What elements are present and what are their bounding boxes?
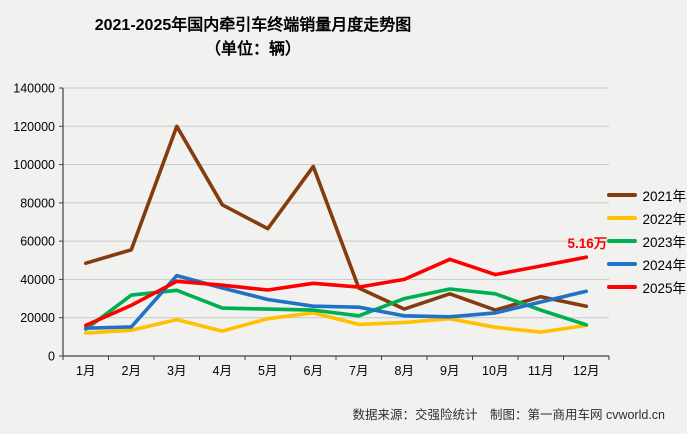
chart-title-line1: 2021-2025年国内牵引车终端销量月度走势图	[94, 17, 412, 34]
x-axis-tick-label: 6月	[304, 364, 323, 378]
y-axis-tick-label: 100000	[13, 158, 55, 172]
legend-label: 2022年	[642, 211, 686, 227]
series-line-2022年	[84, 311, 589, 335]
chart-legend: 2021年 2022年 2023年 2024年 2025年	[607, 183, 686, 298]
legend-swatch-icon	[607, 261, 638, 266]
chart-title: 2021-2025年国内牵引车终端销量月度走势图 （单位：辆）	[0, 14, 506, 62]
x-axis-tick-label: 11月	[528, 364, 553, 378]
legend-label: 2021年	[642, 188, 686, 204]
x-axis-tick-label: 10月	[482, 364, 508, 378]
legend-swatch-icon	[607, 192, 638, 197]
legend-item-2025年: 2025年	[607, 275, 686, 298]
x-axis-tick-label: 7月	[349, 364, 368, 378]
series-line-2025年	[84, 255, 589, 328]
legend-swatch-icon	[607, 215, 638, 220]
legend-item-2024年: 2024年	[607, 252, 686, 275]
x-axis-tick-label: 5月	[258, 364, 277, 378]
y-axis-tick-label: 0	[48, 350, 55, 364]
x-axis-tick-label: 12月	[573, 364, 599, 378]
legend-label: 2025年	[642, 280, 686, 296]
x-axis-tick-label: 9月	[440, 364, 459, 378]
x-axis-tick-label: 2月	[122, 364, 141, 378]
y-axis-tick-label: 60000	[20, 235, 55, 249]
x-axis-tick-label: 1月	[76, 364, 95, 378]
legend-swatch-icon	[607, 284, 638, 289]
series-line-2023年	[84, 287, 589, 332]
data-label-annotation: 5.16万	[567, 236, 607, 251]
y-axis-tick-label: 120000	[13, 120, 55, 134]
y-axis-tick-label: 80000	[20, 196, 55, 210]
chart-title-line2: （单位：辆）	[204, 41, 301, 58]
y-axis-tick-label: 140000	[13, 82, 55, 96]
legend-label: 2023年	[642, 234, 686, 250]
legend-item-2022年: 2022年	[607, 206, 686, 229]
x-axis-tick-label: 3月	[167, 364, 186, 378]
x-axis-tick-label: 4月	[213, 364, 232, 378]
legend-label: 2024年	[642, 257, 686, 273]
legend-swatch-icon	[607, 238, 638, 243]
y-axis-tick-label: 40000	[20, 273, 55, 287]
source-note: 数据来源：交强险统计 制图：第一商用车网 cvworld.cn	[352, 408, 665, 422]
series-line-2021年	[84, 124, 589, 312]
legend-item-2023年: 2023年	[607, 229, 686, 252]
y-axis-tick-label: 20000	[20, 311, 55, 325]
legend-item-2021年: 2021年	[607, 183, 686, 206]
x-axis-tick-label: 8月	[395, 364, 414, 378]
